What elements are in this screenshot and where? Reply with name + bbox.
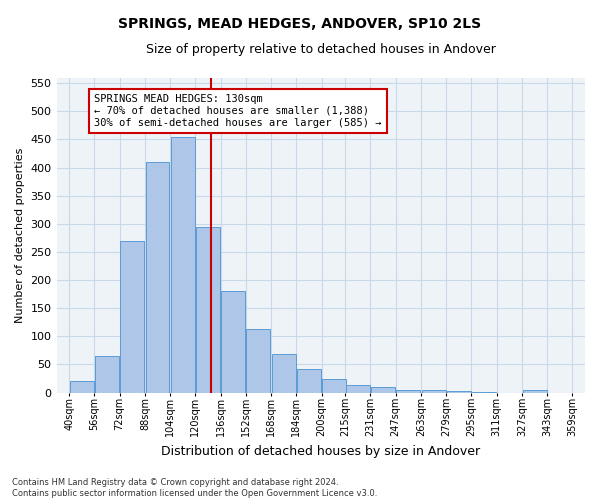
Bar [346, 384, 370, 392]
Title: Size of property relative to detached houses in Andover: Size of property relative to detached ho… [146, 42, 496, 56]
Bar [247, 329, 271, 392]
Bar [397, 390, 421, 392]
Bar [422, 390, 446, 392]
Bar [120, 240, 144, 392]
Bar [297, 369, 321, 392]
Bar [322, 378, 346, 392]
Bar [146, 162, 169, 392]
Bar [95, 356, 119, 393]
Text: SPRINGS, MEAD HEDGES, ANDOVER, SP10 2LS: SPRINGS, MEAD HEDGES, ANDOVER, SP10 2LS [118, 18, 482, 32]
Bar [523, 390, 547, 392]
Bar [371, 387, 395, 392]
Bar [221, 292, 245, 392]
Bar [70, 382, 94, 392]
Text: SPRINGS MEAD HEDGES: 130sqm
← 70% of detached houses are smaller (1,388)
30% of : SPRINGS MEAD HEDGES: 130sqm ← 70% of det… [94, 94, 382, 128]
X-axis label: Distribution of detached houses by size in Andover: Distribution of detached houses by size … [161, 444, 481, 458]
Bar [171, 136, 195, 392]
Bar [272, 354, 296, 393]
Bar [196, 226, 220, 392]
Y-axis label: Number of detached properties: Number of detached properties [15, 148, 25, 323]
Text: Contains HM Land Registry data © Crown copyright and database right 2024.
Contai: Contains HM Land Registry data © Crown c… [12, 478, 377, 498]
